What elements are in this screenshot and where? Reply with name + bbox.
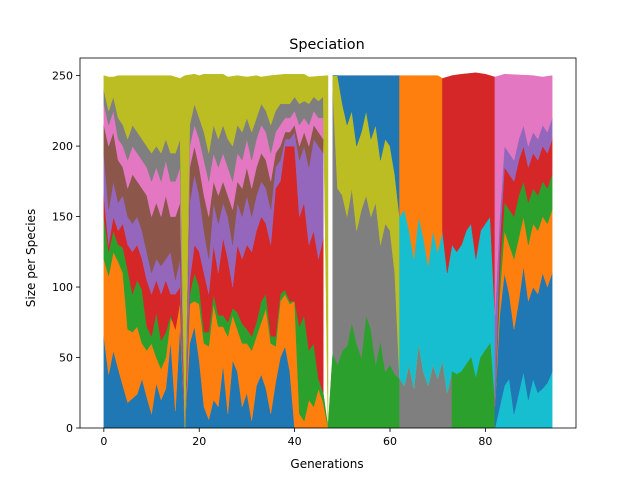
x-tick-label: 20 [192, 435, 206, 448]
chart-title: Speciation [289, 37, 364, 53]
plot-frame [79, 57, 577, 429]
x-axis-label: Generations [290, 457, 363, 471]
axes: 0 20 40 60 80 0 50 100 150 200 250 [52, 57, 577, 448]
y-tick-label: 150 [52, 211, 73, 224]
y-tick-label: 100 [52, 281, 73, 294]
y-axis-label: Size per Species [24, 209, 38, 307]
x-tick-label: 40 [288, 435, 302, 448]
y-tick-label: 0 [66, 422, 73, 435]
area-species-pink-2 [494, 73, 553, 316]
x-tick-label: 80 [478, 435, 492, 448]
stacked-areas [103, 72, 553, 429]
x-tick-label: 60 [383, 435, 397, 448]
y-tick-label: 50 [59, 352, 73, 365]
y-tick-label: 250 [52, 70, 73, 83]
y-tick-label: 200 [52, 140, 73, 153]
x-tick-label: 0 [100, 435, 107, 448]
